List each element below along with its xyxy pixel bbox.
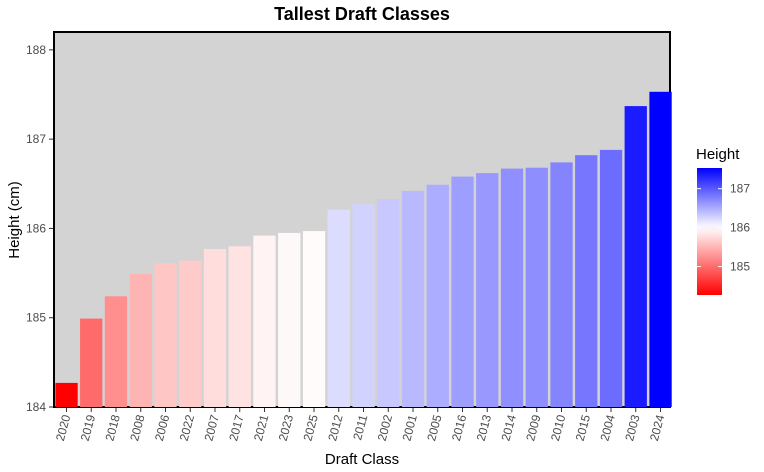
bar-2019 [80,318,103,407]
bar-2017 [228,246,251,407]
x-tick-label: 2009 [523,413,544,443]
x-tick-label: 2022 [177,413,198,443]
x-tick-label: 2010 [548,413,569,443]
bar-2022 [179,260,202,407]
x-tick-label: 2008 [127,413,148,443]
x-tick-label: 2003 [622,413,643,443]
y-axis: 184 185 186 187 188 [26,43,53,414]
bar-2009 [525,167,548,407]
x-tick-label: 2001 [399,413,420,443]
y-tick-label: 184 [26,400,46,414]
bar-2011 [352,204,375,407]
legend-tick-label: 186 [730,221,750,235]
legend-colorbar [697,168,722,295]
x-tick-label: 2013 [474,413,495,443]
x-tick-label: 2021 [251,413,272,443]
bar-2012 [327,209,350,407]
y-tick-label: 188 [26,43,46,57]
bar-2007 [203,249,227,407]
bar-2014 [500,168,524,407]
legend-title: Height [696,146,740,163]
x-tick-label: 2007 [201,413,222,443]
x-tick-label: 2016 [449,413,470,443]
y-axis-title: Height (cm) [6,181,23,259]
x-tick-label: 2017 [226,413,247,443]
x-tick-label: 2025 [300,413,321,443]
x-tick-label: 2018 [102,413,123,443]
bar-2023 [278,232,301,407]
x-tick-label: 2024 [647,413,668,443]
x-tick-label: 2002 [375,413,396,443]
y-tick-label: 186 [26,221,46,235]
x-tick-label: 2005 [424,413,445,443]
legend: Height 185 186 187 [696,146,750,295]
y-tick-label: 185 [26,311,46,325]
legend-ticks: 185 186 187 [697,182,750,274]
chart-title: Tallest Draft Classes [274,4,450,24]
legend-tick-label: 187 [730,182,750,196]
bar-2004 [599,149,623,407]
bar-2003 [624,106,647,407]
bar-2018 [104,296,128,407]
x-tick-label: 2020 [53,413,74,443]
x-tick-label: 2019 [78,413,99,443]
x-tick-label: 2004 [597,413,618,443]
x-axis-title: Draft Class [325,451,399,468]
bar-2025 [302,231,326,407]
x-tick-label: 2006 [152,413,173,443]
bar-2006 [154,263,177,407]
x-tick-label: 2023 [276,413,297,443]
bar-2020 [55,382,78,407]
x-axis: 2020 2019 2018 2008 2006 2022 2007 2017 2021 2023… [53,408,668,443]
x-tick-label: 2012 [325,413,346,443]
legend-tick-label: 185 [730,260,750,274]
bar-2008 [129,274,152,407]
bar-2010 [550,162,573,407]
x-tick-label: 2011 [350,413,370,442]
bar-2021 [253,235,276,407]
x-tick-label: 2015 [573,413,594,443]
bar-2015 [575,155,598,407]
bar-2024 [649,91,672,408]
bar-2001 [401,190,425,407]
bar-2002 [377,199,400,407]
x-tick-label: 2014 [498,413,519,443]
bar-2016 [451,176,474,407]
bar-2013 [476,173,499,407]
bar-2005 [426,184,449,407]
y-tick-label: 187 [26,132,46,146]
bars-layer [55,91,672,408]
